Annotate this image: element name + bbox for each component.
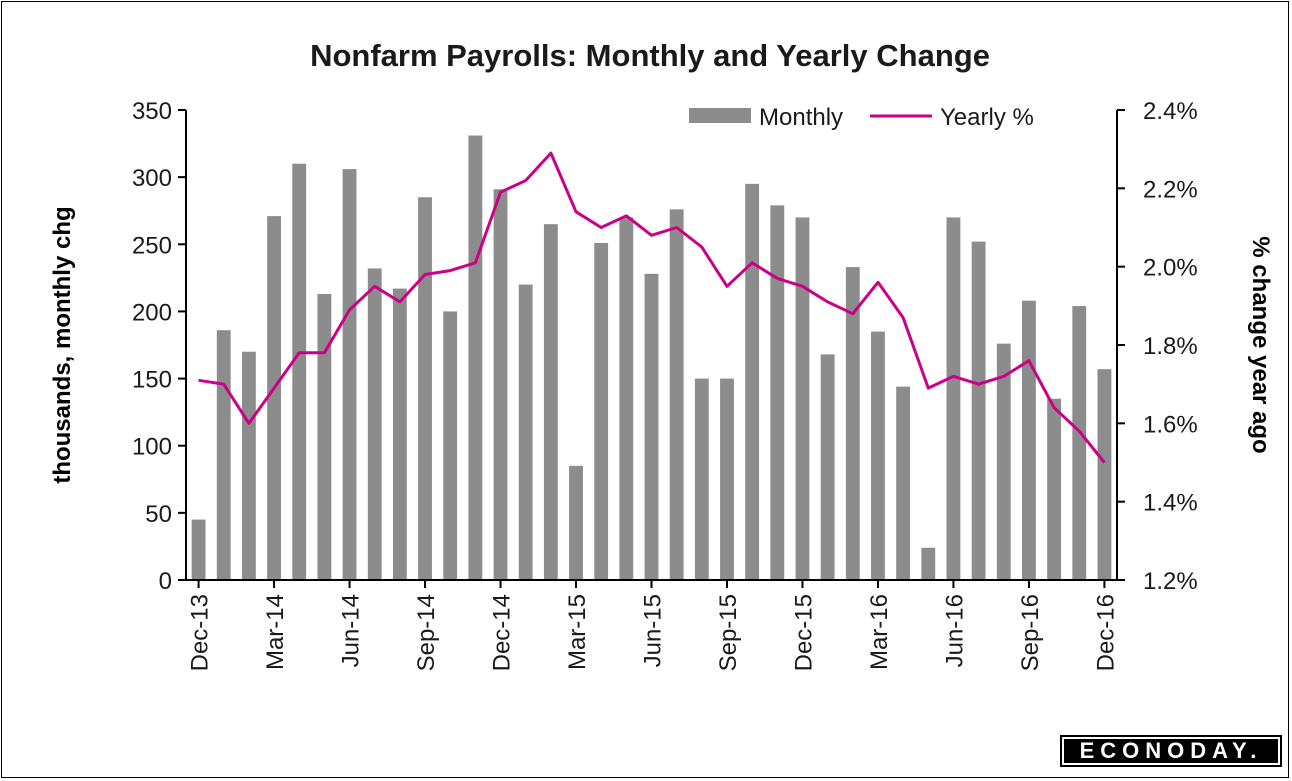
axes: 0 50 100 150 200 250 300 350 1.2% 1.4% 1.6% 1.8% 2.0… — [132, 98, 1198, 671]
bar-monthly — [317, 293, 332, 580]
x-tick-label: Sep-15 — [715, 594, 742, 671]
bar-monthly — [241, 351, 256, 580]
y-axis-left-label: thousands, monthly chg — [49, 206, 76, 483]
y-right-tick-label: 1.2% — [1143, 568, 1198, 595]
x-tick-label: Dec-14 — [489, 594, 516, 671]
y-left-tick-label: 0 — [159, 568, 172, 595]
bar-monthly — [770, 205, 785, 581]
x-tick-label: Dec-16 — [1092, 594, 1119, 671]
monthly-bars — [191, 135, 1112, 581]
y-left-tick-label: 200 — [132, 299, 172, 326]
bar-monthly — [468, 135, 483, 580]
bar-monthly — [644, 273, 659, 580]
y-left-tick-label: 150 — [132, 367, 172, 394]
bar-monthly — [267, 216, 281, 581]
bar-monthly — [292, 163, 307, 580]
x-tick-label: Dec-15 — [790, 594, 817, 671]
x-tick-label: Jun-16 — [941, 594, 968, 667]
bar-monthly — [493, 189, 508, 580]
x-tick-label: Dec-13 — [187, 594, 214, 671]
y-left-tick-label: 300 — [132, 165, 172, 192]
x-tick-label: Mar-16 — [866, 594, 893, 670]
y-right-tick-label: 1.8% — [1143, 333, 1198, 360]
x-tick-label: Mar-15 — [564, 594, 591, 670]
x-tick-label: Jun-14 — [338, 594, 365, 667]
bar-monthly — [694, 378, 709, 580]
y-left-tick-label: 100 — [132, 434, 172, 461]
x-tick-label: Jun-15 — [640, 594, 667, 667]
bar-monthly — [569, 465, 583, 580]
legend-label-yearly: Yearly % — [940, 104, 1034, 131]
econoday-logo: ECONODAY. — [1060, 735, 1282, 767]
bar-monthly — [845, 267, 860, 580]
legend: Monthly Yearly % — [689, 104, 1034, 131]
bar-monthly — [795, 217, 810, 580]
bar-monthly — [1047, 398, 1062, 580]
bar-monthly — [543, 224, 558, 580]
bar-monthly — [216, 330, 231, 580]
bar-monthly — [1072, 306, 1087, 580]
bar-monthly — [1097, 369, 1112, 580]
line-yearly-percent — [198, 151, 1106, 464]
bar-monthly — [619, 217, 634, 580]
bar-monthly — [745, 183, 760, 580]
y-left-tick-label: 250 — [132, 232, 172, 259]
bar-monthly — [871, 331, 885, 580]
bar-monthly — [971, 241, 986, 580]
y-right-tick-label: 1.4% — [1143, 490, 1198, 517]
bar-monthly — [896, 386, 911, 580]
bar-monthly — [367, 268, 382, 580]
bar-monthly — [720, 378, 734, 580]
bar-monthly — [392, 288, 407, 580]
bar-monthly — [946, 217, 961, 580]
bar-monthly — [996, 343, 1011, 580]
bar-monthly — [418, 197, 432, 581]
yearly-line — [198, 151, 1106, 464]
x-tick-label: Mar-14 — [262, 594, 289, 670]
y-right-tick-label: 2.0% — [1143, 255, 1198, 282]
x-tick-label: Sep-14 — [413, 594, 440, 671]
bar-monthly — [1022, 300, 1036, 580]
bar-monthly — [594, 242, 609, 580]
bar-monthly — [669, 209, 684, 580]
bar-monthly — [342, 169, 357, 581]
y-axis-right-label: % change year ago — [1247, 236, 1274, 453]
y-right-tick-label: 2.4% — [1143, 98, 1198, 125]
y-left-tick-label: 50 — [145, 501, 172, 528]
legend-swatch-monthly — [689, 108, 751, 123]
y-right-tick-label: 1.6% — [1143, 411, 1198, 438]
bar-monthly — [443, 311, 458, 580]
legend-label-monthly: Monthly — [759, 104, 843, 131]
bar-monthly — [191, 519, 206, 580]
y-left-tick-label: 350 — [132, 98, 172, 125]
bar-monthly — [820, 354, 835, 580]
bar-monthly — [518, 284, 533, 580]
chart-title: Nonfarm Payrolls: Monthly and Yearly Cha… — [310, 38, 990, 73]
x-tick-label: Sep-16 — [1017, 594, 1044, 671]
y-right-tick-label: 2.2% — [1143, 176, 1198, 203]
bar-monthly — [921, 547, 936, 580]
